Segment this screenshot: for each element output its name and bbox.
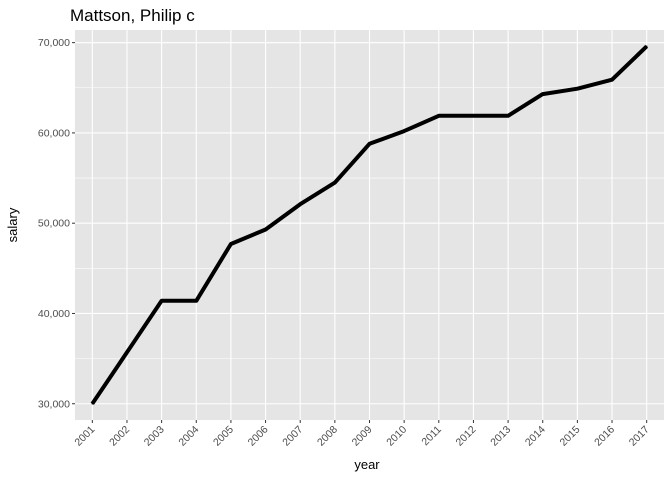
x-tick-label: 2012	[454, 424, 479, 449]
chart-title: Mattson, Philip c	[70, 6, 195, 25]
x-tick-label: 2006	[246, 424, 271, 449]
y-tick-label: 50,000	[38, 218, 70, 230]
data-point	[645, 45, 648, 48]
series-layer	[90, 44, 649, 405]
y-tick-label: 40,000	[38, 308, 70, 320]
data-point	[611, 78, 613, 81]
x-tick-label: 2017	[627, 424, 652, 449]
data-point	[576, 87, 579, 90]
data-point	[160, 300, 163, 302]
data-point	[368, 142, 371, 145]
x-tick-label: 2003	[142, 424, 167, 449]
y-tick-label: 70,000	[38, 37, 70, 49]
x-tick-label: 2007	[280, 424, 305, 449]
x-tick-label: 2001	[72, 424, 97, 449]
x-tick-label: 2004	[176, 424, 201, 449]
x-tick-label: 2016	[592, 424, 617, 449]
data-point	[264, 228, 267, 231]
x-axis-title: year	[354, 457, 380, 472]
data-point	[299, 203, 302, 206]
x-tick-label: 2002	[107, 424, 132, 449]
data-point	[437, 114, 440, 117]
data-point	[403, 130, 405, 132]
x-tick-label: 2005	[211, 424, 236, 449]
x-tick-label: 2014	[523, 424, 548, 449]
data-point	[230, 243, 232, 245]
data-point	[472, 114, 475, 117]
x-tick-label: 2013	[488, 424, 513, 449]
data-point	[541, 93, 544, 95]
data-point	[334, 181, 336, 184]
x-tick-label: 2009	[350, 424, 375, 449]
y-tick-label: 30,000	[38, 398, 70, 410]
y-tick-label: 60,000	[38, 127, 70, 139]
data-point	[507, 114, 509, 117]
data-point	[195, 300, 198, 302]
x-tick-label: 2010	[384, 424, 409, 449]
y-axis-title: salary	[5, 207, 20, 242]
data-point	[126, 351, 128, 354]
x-tick-label: 2008	[315, 424, 340, 449]
x-tick-label: 2011	[419, 424, 444, 449]
data-point	[91, 402, 94, 405]
x-tick-label: 2015	[558, 424, 583, 449]
